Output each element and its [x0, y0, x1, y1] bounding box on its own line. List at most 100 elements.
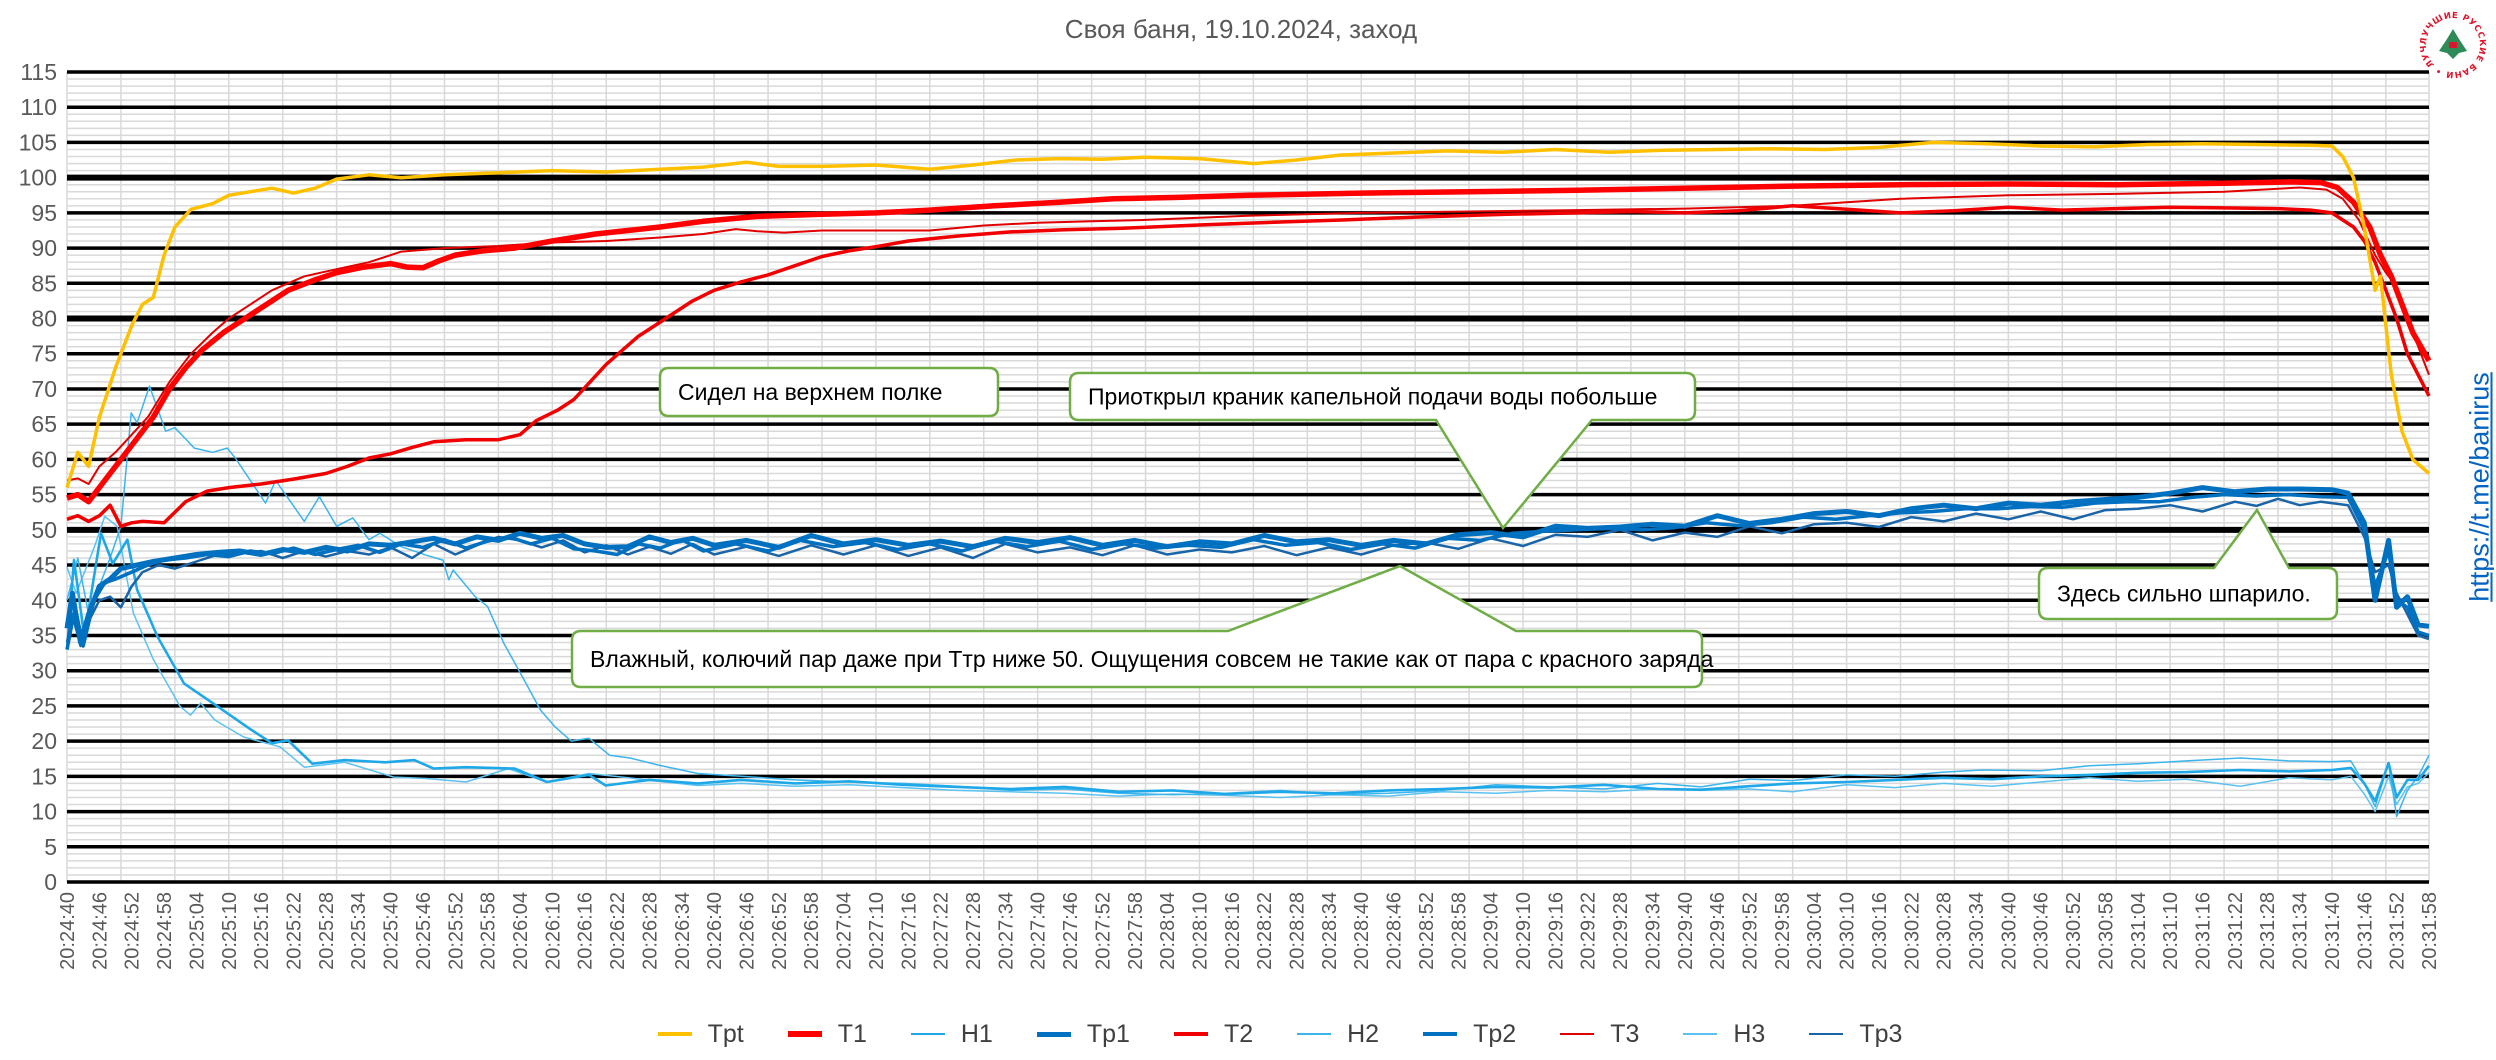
y-tick-label: 60: [31, 446, 57, 472]
x-tick-label: 20:31:40: [2322, 892, 2344, 970]
logo: ЛУЧШИЕ РУССКИЕ БАНИ • ЛУЧШИЕ РУССКИЕ БАН…: [2419, 11, 2487, 79]
x-tick-label: 20:30:16: [1869, 892, 1891, 970]
legend-item-tpt: Tpt: [657, 1019, 744, 1049]
x-tick-label: 20:27:28: [963, 892, 985, 970]
x-tick-label: 20:29:58: [1772, 892, 1794, 970]
y-tick-label: 25: [31, 693, 57, 719]
legend-label: T3: [1610, 1019, 1640, 1048]
x-tick-label: 20:25:34: [348, 892, 370, 970]
legend-item-tp3: Tp3: [1809, 1020, 1902, 1049]
callout-1: Сидел на верхнем полке: [658, 366, 1000, 418]
x-tick-label: 20:26:22: [607, 892, 629, 970]
y-tick-label: 30: [31, 658, 57, 684]
callout-shape: [1068, 371, 1697, 531]
x-tick-label: 20:28:40: [1351, 892, 1373, 970]
legend-label: Tpt: [707, 1019, 744, 1048]
legend-label: T1: [837, 1019, 867, 1048]
x-tick-label: 20:29:34: [1642, 892, 1664, 970]
x-tick-label: 20:29:22: [1578, 892, 1600, 970]
x-tick-label: 20:29:40: [1675, 892, 1697, 970]
callout-text: Сидел на верхнем полке: [678, 379, 942, 405]
legend-swatch: [1560, 1033, 1595, 1035]
legend-label: Tp3: [1859, 1019, 1903, 1048]
x-tick-label: 20:27:58: [1125, 892, 1147, 970]
y-tick-label: 110: [20, 94, 57, 120]
y-tick-label: 40: [31, 587, 57, 613]
x-tick-label: 20:27:16: [898, 892, 920, 970]
legend-label: H2: [1347, 1019, 1380, 1048]
x-tick-label: 20:29:46: [1707, 892, 1729, 970]
telegram-link[interactable]: https://t.me/banirus: [2464, 372, 2495, 602]
logo-center-icon: [2449, 42, 2457, 48]
x-tick-label: 20:26:52: [769, 892, 791, 970]
y-tick-label: 70: [31, 376, 57, 402]
legend-item-h1: H1: [910, 1019, 993, 1049]
x-tick-label: 20:30:10: [1837, 892, 1859, 970]
x-tick-label: 20:27:22: [931, 892, 953, 970]
x-tick-label: 20:25:04: [186, 892, 208, 970]
x-tick-label: 20:29:10: [1513, 892, 1535, 970]
x-tick-label: 20:30:46: [2031, 892, 2053, 970]
callout-shape: [2037, 507, 2339, 621]
x-tick-label: 20:30:34: [1966, 892, 1988, 970]
legend-swatch: [787, 1031, 822, 1037]
y-tick-label: 55: [31, 482, 57, 508]
x-tick-label: 20:28:04: [1157, 892, 1179, 970]
legend-label: H3: [1733, 1019, 1766, 1048]
x-tick-label: 20:25:16: [251, 892, 273, 970]
x-tick-label: 20:25:52: [445, 892, 467, 970]
legend-swatch: [1297, 1033, 1332, 1035]
y-tick-label: 15: [31, 763, 57, 789]
x-tick-label: 20:27:52: [1092, 892, 1114, 970]
x-tick-label: 20:31:46: [2354, 892, 2376, 970]
legend-label: H1: [960, 1019, 993, 1048]
x-tick-label: 20:31:10: [2160, 892, 2182, 970]
y-tick-label: 0: [44, 869, 57, 895]
x-tick-label: 20:31:58: [2419, 892, 2441, 970]
y-tick-label: 5: [44, 834, 57, 860]
series-line-tpt: [65, 140, 2431, 489]
x-tick-label: 20:28:10: [1189, 892, 1211, 970]
x-tick-label: 20:31:04: [2128, 892, 2150, 970]
x-tick-label: 20:31:34: [2290, 892, 2312, 970]
x-tick-label: 20:30:28: [1934, 892, 1956, 970]
legend-label: T2: [1223, 1019, 1254, 1048]
x-tick-label: 20:26:28: [639, 892, 661, 970]
x-tick-label: 20:31:16: [2193, 892, 2215, 970]
x-tick-label: 20:30:52: [2063, 892, 2085, 970]
y-tick-label: 10: [31, 799, 57, 825]
x-tick-label: 20:30:22: [1901, 892, 1923, 970]
x-tick-label: 20:28:58: [1448, 892, 1470, 970]
callout-text: Влажный, колючий пар даже при Ттр ниже 5…: [590, 646, 1714, 672]
legend: Tpt T1 H1 Tp1 T2 H2 Tp2 T3 H3 Tp3: [560, 1016, 2000, 1052]
y-tick-label: 50: [31, 517, 57, 543]
y-tick-label: 115: [20, 59, 57, 85]
x-tick-label: 20:27:34: [995, 892, 1017, 970]
x-tick-label: 20:29:04: [1481, 892, 1503, 970]
x-tick-label: 20:25:22: [283, 892, 305, 970]
legend-item-h3: H3: [1683, 1020, 1765, 1049]
legend-swatch: [1423, 1032, 1458, 1036]
y-tick-label: 105: [19, 129, 57, 155]
x-tick-label: 20:30:40: [1998, 892, 2020, 970]
callout-3: Влажный, колючий пар даже при Ттр ниже 5…: [570, 564, 1714, 689]
y-tick-label: 100: [19, 165, 57, 191]
y-tick-label: 75: [31, 341, 57, 367]
x-tick-label: 20:24:58: [154, 892, 176, 970]
x-tick-label: 20:30:58: [2095, 892, 2117, 970]
legend-swatch: [910, 1032, 945, 1036]
x-tick-label: 20:26:46: [736, 892, 758, 970]
series-line-t2: [66, 204, 2431, 529]
callout-4: Здесь сильно шпарило.: [2037, 507, 2339, 621]
legend-item-t1: T1: [787, 1019, 867, 1049]
y-tick-label: 85: [31, 270, 57, 296]
x-tick-label: 20:27:40: [1028, 892, 1050, 970]
annotations: Сидел на верхнем полке Приоткрыл краник к…: [570, 366, 2339, 689]
x-tick-label: 20:29:52: [1740, 892, 1762, 970]
x-tick-label: 20:28:16: [1222, 892, 1244, 970]
callout-shape: [658, 366, 1000, 418]
legend-swatch: [1173, 1032, 1208, 1036]
x-tick-label: 20:25:46: [413, 892, 435, 970]
y-tick-label: 95: [31, 200, 57, 226]
